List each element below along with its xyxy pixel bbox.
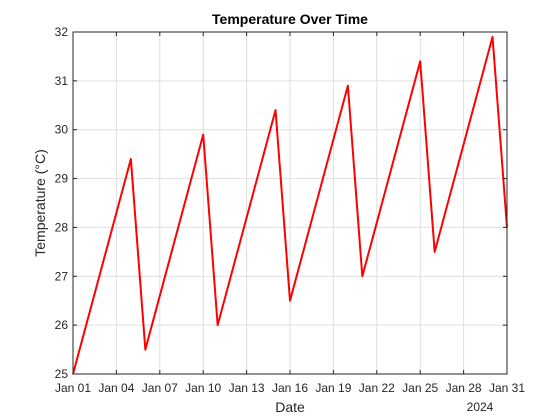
x-tick-label: Jan 07 xyxy=(142,381,178,395)
y-axis-label: Temperature (°C) xyxy=(32,149,48,257)
y-tick-label: 31 xyxy=(55,74,69,88)
y-tick-labels: 25 26 27 28 29 30 31 32 xyxy=(55,25,69,381)
x-tick-label: Jan 01 xyxy=(55,381,91,395)
x-axis-label: Date xyxy=(275,399,305,415)
y-tick-label: 32 xyxy=(55,25,69,39)
y-tick-label: 28 xyxy=(55,220,69,234)
chart-title: Temperature Over Time xyxy=(212,11,368,27)
y-tick-label: 25 xyxy=(55,367,69,381)
tick-marks xyxy=(72,31,508,375)
x-tick-label: Jan 13 xyxy=(229,381,265,395)
y-tick-label: 27 xyxy=(55,269,69,283)
y-tick-label: 26 xyxy=(55,318,69,332)
x-tick-label: Jan 10 xyxy=(185,381,221,395)
x-tick-label: Jan 25 xyxy=(402,381,438,395)
x-tick-label: Jan 19 xyxy=(315,381,351,395)
y-tick-label: 30 xyxy=(55,123,69,137)
x-tick-label: Jan 04 xyxy=(98,381,134,395)
x-tick-label: Jan 31 xyxy=(489,381,525,395)
x-axis-year-label: 2024 xyxy=(467,400,494,414)
series-layer xyxy=(72,35,508,375)
x-tick-labels: Jan 01 Jan 04 Jan 07 Jan 10 Jan 13 Jan 16 Jan … xyxy=(55,381,525,395)
x-tick-label: Jan 22 xyxy=(359,381,395,395)
temperature-series-line xyxy=(72,35,508,375)
x-tick-label: Jan 16 xyxy=(272,381,308,395)
x-tick-label: Jan 28 xyxy=(446,381,482,395)
y-tick-label: 29 xyxy=(55,172,69,186)
